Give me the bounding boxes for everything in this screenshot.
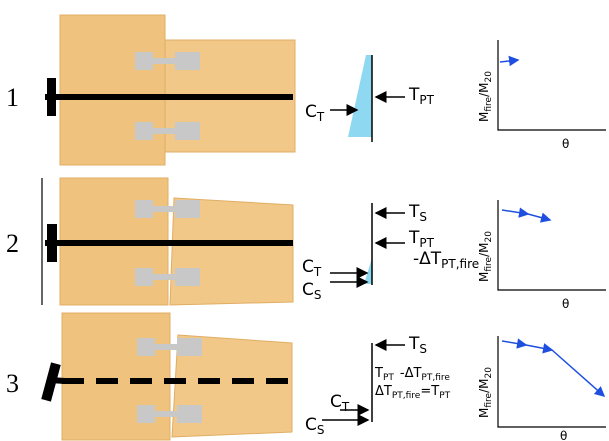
trend-arrow bbox=[502, 210, 528, 214]
label-main: -ΔT bbox=[400, 366, 422, 381]
label-main: /M bbox=[477, 243, 491, 257]
plate bbox=[47, 224, 57, 262]
row-3: 3 TS TPT-ΔTPT,fire ΔTPT,fire=TPT CT CS bbox=[6, 313, 606, 440]
force-label: TPT -ΔTPT,fire bbox=[374, 366, 450, 383]
force-label: -ΔTPT,fire bbox=[413, 249, 479, 271]
plot-axes bbox=[498, 40, 606, 130]
x-axis-label: θ bbox=[562, 297, 569, 311]
row-2: 2 TS TPT -ΔTPT,fire CT CS bbox=[6, 178, 606, 305]
y-axis-label: Mfire/M20 bbox=[477, 231, 494, 282]
label-main: =T bbox=[420, 384, 439, 399]
label-sub: S bbox=[419, 210, 427, 224]
trend-arrow bbox=[526, 345, 552, 350]
plate bbox=[47, 78, 56, 116]
force-label: CT bbox=[330, 392, 350, 414]
label-sub: fire bbox=[484, 256, 494, 271]
figure: 1 CT TPT 2 TS TPT -ΔTPT,fire CT CS 3 TS … bbox=[0, 0, 609, 441]
row-1: 1 CT TPT bbox=[6, 15, 606, 165]
label-sub: PT,fire bbox=[441, 257, 479, 271]
trend-arrow bbox=[552, 350, 604, 396]
label-main: M bbox=[477, 272, 491, 282]
label-sub: S bbox=[314, 288, 322, 302]
y-axis-label: Mfire/M20 bbox=[477, 367, 494, 418]
label-main: ΔT bbox=[375, 384, 392, 399]
label-main: C bbox=[302, 280, 314, 300]
label-sub: PT,fire bbox=[392, 391, 421, 401]
label-sub: fire bbox=[484, 96, 494, 111]
y-axis-label: Mfire/M20 bbox=[477, 71, 494, 122]
label-sub: T bbox=[313, 265, 322, 279]
label-sub: 20 bbox=[484, 71, 494, 83]
label-main: C bbox=[305, 415, 317, 435]
stress-block bbox=[364, 258, 372, 284]
force-label: CS bbox=[305, 415, 325, 437]
force-label: TPT bbox=[408, 85, 435, 107]
label-sub: fire bbox=[484, 392, 494, 407]
force-label: TS bbox=[408, 202, 427, 224]
force-label: ΔTPT,fire=TPT bbox=[375, 384, 451, 401]
label-sub: PT,fire bbox=[421, 373, 450, 383]
plot-labels: Mfire/M20 θ Mfire/M20 θ Mfire/M20 θ bbox=[477, 71, 569, 441]
label-main: T bbox=[374, 366, 383, 381]
label-main: T bbox=[408, 202, 420, 222]
label-main: T bbox=[408, 228, 420, 248]
x-axis-label: θ bbox=[560, 429, 567, 441]
row-number: 1 bbox=[6, 83, 19, 112]
label-sub: PT bbox=[419, 93, 434, 107]
trend-arrow bbox=[500, 60, 518, 62]
label-main: /M bbox=[477, 379, 491, 393]
label-sub: PT bbox=[439, 391, 450, 401]
rod bbox=[50, 380, 65, 381]
label-sub: S bbox=[317, 423, 325, 437]
label-main: C bbox=[305, 102, 317, 122]
label-sub: S bbox=[419, 342, 427, 356]
label-sub: 20 bbox=[484, 231, 494, 243]
force-label: TPT bbox=[408, 228, 435, 250]
x-axis-label: θ bbox=[562, 137, 569, 151]
label-sub: PT bbox=[383, 373, 394, 383]
label-main: T bbox=[408, 334, 420, 354]
plot-axes bbox=[498, 200, 606, 290]
force-label: CS bbox=[302, 280, 322, 302]
label-main: /M bbox=[477, 83, 491, 97]
label-main: C bbox=[302, 257, 314, 277]
rod bbox=[45, 240, 293, 246]
label-sub: T bbox=[316, 110, 325, 124]
force-label: CT bbox=[305, 102, 325, 124]
label-main: T bbox=[408, 85, 420, 105]
label-sub: PT bbox=[419, 236, 434, 250]
label-main: C bbox=[330, 392, 342, 412]
label-main: -ΔT bbox=[413, 249, 442, 269]
label-main: M bbox=[477, 112, 491, 122]
trend-arrow bbox=[528, 214, 550, 220]
label-main: M bbox=[477, 408, 491, 418]
row-number: 2 bbox=[6, 229, 19, 258]
label-sub: T bbox=[341, 400, 350, 414]
stress-block bbox=[348, 55, 372, 137]
label-sub: 20 bbox=[484, 367, 494, 379]
row-number: 3 bbox=[6, 369, 19, 398]
force-label: TS bbox=[408, 334, 427, 356]
column bbox=[60, 15, 165, 165]
trend-arrow bbox=[502, 341, 526, 345]
force-label: CT bbox=[302, 257, 322, 279]
rod bbox=[45, 94, 293, 100]
